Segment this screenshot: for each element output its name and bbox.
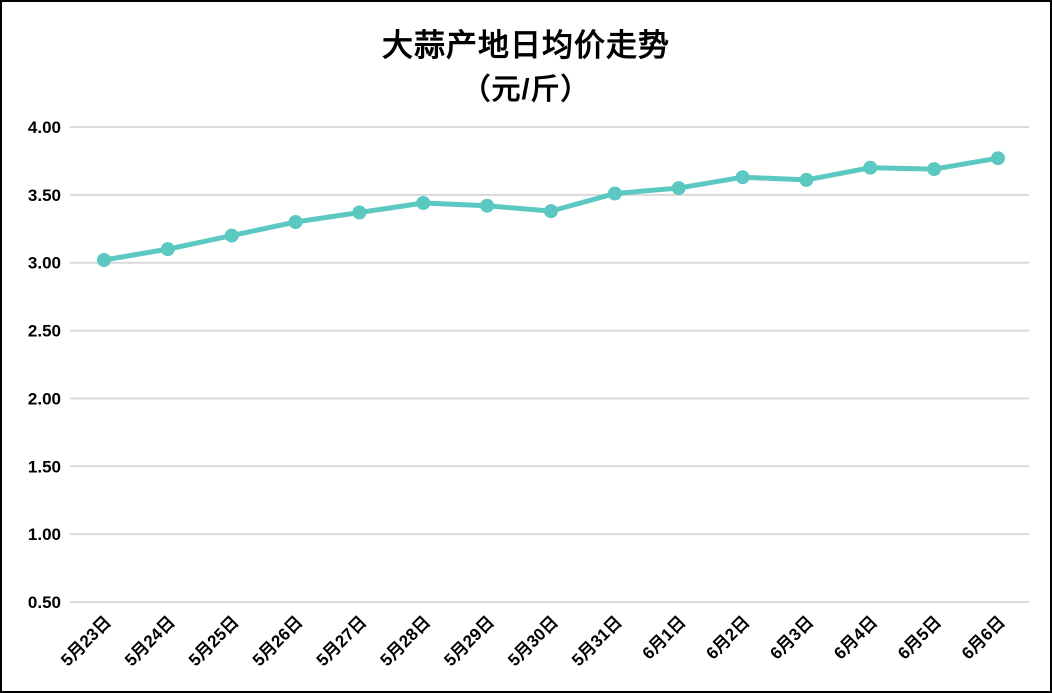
y-axis-tick-label: 4.00 xyxy=(28,118,61,137)
y-axis-tick-label: 2.00 xyxy=(28,389,61,408)
x-axis-tick-label: 6月5日 xyxy=(894,612,945,663)
x-axis-tick-label: 6月3日 xyxy=(766,612,817,663)
x-axis-tick-label: 5月23日 xyxy=(57,612,115,670)
x-axis-tick-label: 5月26日 xyxy=(249,612,307,670)
data-point-marker xyxy=(927,162,942,177)
x-axis-tick-label: 6月6日 xyxy=(958,612,1009,663)
y-axis-tick-label: 3.50 xyxy=(28,186,61,205)
data-point-marker xyxy=(671,181,686,196)
data-point-marker xyxy=(288,215,303,229)
data-point-marker xyxy=(480,198,495,213)
data-point-marker xyxy=(160,242,175,257)
y-axis-tick-label: 1.00 xyxy=(28,525,61,544)
data-point-marker xyxy=(224,228,239,243)
x-axis-tick-label: 5月31日 xyxy=(568,612,626,670)
x-axis-tick-label: 6月2日 xyxy=(703,612,754,663)
y-axis-tick-label: 0.50 xyxy=(28,593,61,612)
x-axis-tick-label: 5月29日 xyxy=(440,612,498,670)
data-point-marker xyxy=(991,151,1005,166)
data-point-marker xyxy=(416,196,431,210)
data-point-marker xyxy=(97,253,111,267)
data-point-marker xyxy=(799,172,814,187)
y-axis-tick-label: 3.00 xyxy=(28,254,61,273)
y-axis-tick-label: 1.50 xyxy=(28,457,61,476)
x-axis-tick-label: 5月30日 xyxy=(504,612,562,670)
x-axis-tick-label: 5月24日 xyxy=(121,612,179,670)
x-axis-tick-label: 5月27日 xyxy=(313,612,371,670)
data-point-marker xyxy=(735,170,750,185)
x-axis-tick-label: 5月28日 xyxy=(377,612,435,670)
data-point-marker xyxy=(352,205,367,220)
y-axis-tick-label: 2.50 xyxy=(28,322,61,341)
x-axis-tick-label: 6月1日 xyxy=(639,612,690,663)
x-axis-tick-label: 5月25日 xyxy=(185,612,243,670)
data-point-marker xyxy=(544,204,558,219)
data-point-marker xyxy=(863,160,878,175)
chart-title: 大蒜产地日均价走势 xyxy=(382,28,670,63)
chart-subtitle: （元/斤） xyxy=(461,74,591,106)
data-point-marker xyxy=(607,186,622,201)
x-axis-tick-label: 6月4日 xyxy=(830,612,881,663)
